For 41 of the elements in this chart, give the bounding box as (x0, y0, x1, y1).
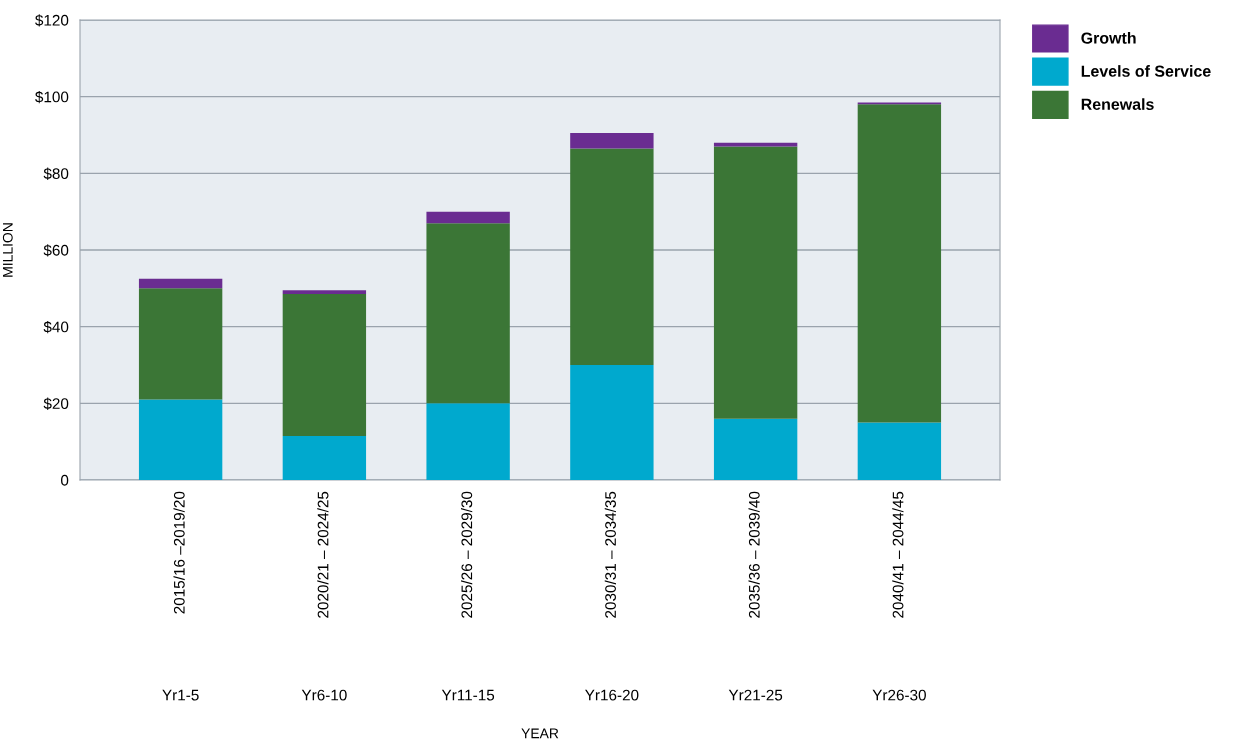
text: Yr1-5 (162, 689, 199, 701)
bar (426, 403, 510, 480)
bar (138, 278, 223, 289)
bar (138, 399, 223, 480)
bar (282, 290, 367, 295)
bar (426, 211, 510, 224)
bar (426, 223, 510, 404)
bar (857, 422, 942, 480)
text: Yr21-25 (728, 689, 783, 701)
text: Yr6-10 (301, 689, 347, 701)
bar (570, 133, 654, 149)
x-tick-label: 2040/41 – 2044/45 (892, 491, 904, 618)
text: Yr26-30 (872, 689, 926, 701)
y-tick-label: $80 (43, 167, 69, 180)
bar (713, 418, 798, 480)
x-tick-label: 2015/16 –2019/20 (173, 491, 185, 614)
bar (138, 288, 223, 400)
x-tick-label: 2025/26 – 2029/30 (461, 491, 473, 618)
bar (570, 148, 654, 365)
bar (282, 294, 367, 436)
y-tick-label: $120 (35, 14, 69, 27)
text: Yr16-20 (585, 689, 639, 701)
x-tick-label: 2030/31 – 2034/35 (604, 491, 616, 618)
bar (857, 104, 942, 423)
bar (713, 142, 798, 147)
legend-label: Levels of Service (1081, 65, 1211, 77)
x-tick-label: 2035/36 – 2039/40 (748, 491, 760, 618)
text: Yr11-15 (441, 689, 495, 701)
legend-label: Renewals (1081, 98, 1154, 110)
bar (570, 365, 654, 480)
bar (282, 435, 367, 480)
text: YEAR (521, 728, 559, 739)
x-tick-label: 2020/21 – 2024/25 (317, 491, 329, 618)
y-tick-label: 0 (60, 474, 69, 486)
y-tick-label: $20 (43, 397, 69, 410)
y-tick-label: $40 (43, 320, 69, 334)
y-axis-title: MILLION (2, 223, 13, 277)
bar (713, 146, 798, 419)
y-tick-label: $100 (35, 90, 69, 104)
y-tick-label: $60 (43, 244, 69, 257)
legend-label: Growth (1081, 31, 1136, 44)
